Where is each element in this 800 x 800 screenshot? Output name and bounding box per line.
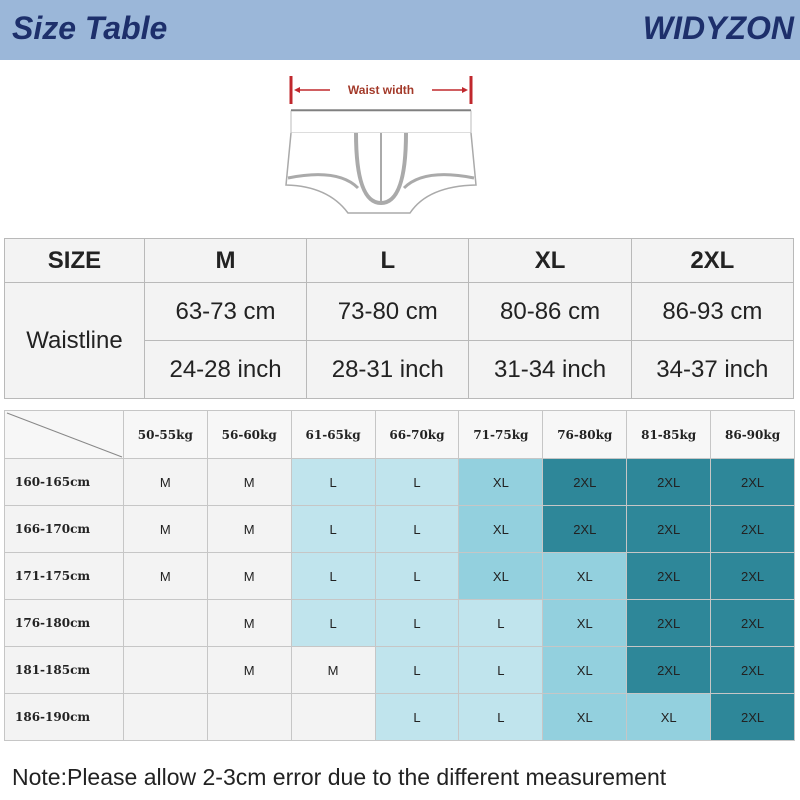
brand-name: WIDYZON [642,10,794,46]
size-2xl: 2XL [630,238,795,283]
diagonal-line [6,412,123,458]
size-cell: M [290,646,376,694]
height-label: 176-180cm [4,599,124,647]
size-cell: 2XL [626,458,712,506]
weight-header: 76-80kg [542,410,628,459]
size-cell: L [374,599,460,647]
header-bar: Size Table WIDYZON [0,0,800,60]
height-label: 171-175cm [4,552,124,600]
grid-row: 186-190cm L L XL XL 2XL [4,693,795,741]
size-cell: 2XL [542,458,628,506]
size-cell: 2XL [710,693,795,741]
inch-l: 28-31 inch [306,340,470,399]
briefs-diagram: Waist width [285,76,477,214]
size-cell [206,693,292,741]
size-cell: M [206,458,292,506]
grid-row: 181-185cm M M L L XL 2XL 2XL [4,646,795,694]
size-cell: M [122,458,208,506]
cm-2xl: 86-93 cm [630,282,795,341]
size-cell: L [458,693,544,741]
waistline-label: Waistline [4,282,145,399]
height-label: 166-170cm [4,505,124,553]
size-cell: 2XL [710,646,795,694]
size-cell: M [206,552,292,600]
size-cell: L [458,646,544,694]
size-cell [290,693,376,741]
size-cell: M [122,505,208,553]
size-cell: M [206,599,292,647]
size-cell: L [290,599,376,647]
grid-row: 171-175cm M M L L XL XL 2XL 2XL [4,552,795,600]
size-cell: XL [626,693,712,741]
size-cell [122,693,208,741]
weight-header: 61-65kg [290,410,376,459]
size-cell [122,599,208,647]
waist-width-label: Waist width [348,83,414,97]
size-cell: XL [542,646,628,694]
size-cell: L [290,552,376,600]
grid-row: 160-165cm M M L L XL 2XL 2XL 2XL [4,458,795,506]
corner-cell [4,410,124,459]
size-cell: L [374,552,460,600]
size-cell: L [290,458,376,506]
weight-header: 71-75kg [458,410,544,459]
weight-header: 56-60kg [206,410,292,459]
size-cell: XL [458,552,544,600]
size-cell: L [374,458,460,506]
size-cell: 2XL [626,646,712,694]
size-xl: XL [468,238,632,283]
size-cell: L [458,599,544,647]
size-header: SIZE [4,238,145,283]
size-cell: M [206,505,292,553]
size-cell: L [374,505,460,553]
inch-xl: 31-34 inch [468,340,632,399]
size-l: L [306,238,470,283]
size-cell: M [122,552,208,600]
grid-row: 176-180cm M L L L XL 2XL 2XL [4,599,795,647]
size-cell [122,646,208,694]
size-cell: 2XL [626,599,712,647]
note-text: Note:Please allow 2-3cm error due to the… [12,764,667,790]
inch-m: 24-28 inch [143,340,308,399]
size-cell: XL [458,505,544,553]
height-label: 186-190cm [4,693,124,741]
weight-header: 86-90kg [710,410,795,459]
waist-size-table: SIZE M L XL 2XL Waistline 63-73 cm 73-80… [4,238,795,399]
size-cell: XL [542,552,628,600]
size-cell: L [290,505,376,553]
size-cell: XL [458,458,544,506]
size-cell: 2XL [710,552,795,600]
size-cell: L [374,693,460,741]
size-cell: 2XL [710,505,795,553]
weight-header: 66-70kg [374,410,460,459]
height-label: 181-185cm [4,646,124,694]
size-cell: L [374,646,460,694]
grid-row: 166-170cm M M L L XL 2XL 2XL 2XL [4,505,795,553]
size-m: M [143,238,308,283]
size-cell: 2XL [542,505,628,553]
size-cell: 2XL [710,599,795,647]
height-label: 160-165cm [4,458,124,506]
cm-m: 63-73 cm [143,282,308,341]
inch-2xl: 34-37 inch [630,340,795,399]
size-cell: 2XL [710,458,795,506]
weight-header: 50-55kg [122,410,208,459]
cm-xl: 80-86 cm [468,282,632,341]
size-cell: M [206,646,292,694]
size-cell: 2XL [626,552,712,600]
height-weight-grid: 50-55kg 56-60kg 61-65kg 66-70kg 71-75kg 76-80… [4,410,795,741]
size-cell: 2XL [626,505,712,553]
cm-l: 73-80 cm [306,282,470,341]
page-title: Size Table [12,10,168,46]
size-cell: XL [542,599,628,647]
weight-header: 81-85kg [626,410,712,459]
size-cell: XL [542,693,628,741]
